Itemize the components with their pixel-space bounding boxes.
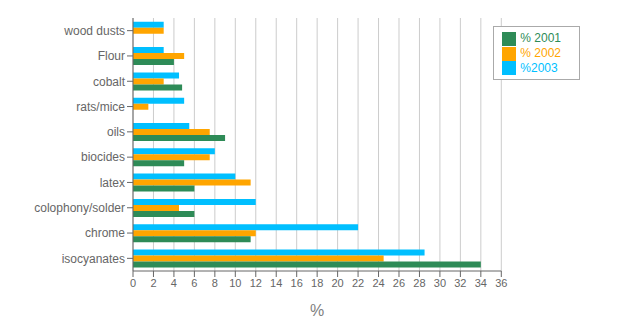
svg-text:36: 36	[495, 277, 507, 289]
svg-text:2: 2	[150, 277, 156, 289]
svg-text:14: 14	[270, 277, 282, 289]
svg-text:wood dusts: wood dusts	[63, 24, 125, 38]
svg-text:isocyanates: isocyanates	[62, 252, 125, 266]
svg-text:18: 18	[311, 277, 323, 289]
svg-text:0: 0	[130, 277, 136, 289]
svg-text:%: %	[310, 302, 324, 319]
svg-text:8: 8	[212, 277, 218, 289]
html-text:%2003: %2003	[520, 60, 558, 75]
svg-text:34: 34	[475, 277, 487, 289]
svg-text:26: 26	[393, 277, 405, 289]
html-text:% 2001: % 2001	[520, 31, 561, 45]
svg-text:colophony/solder: colophony/solder	[34, 201, 125, 215]
svg-text:10: 10	[229, 277, 241, 289]
svg-text:22: 22	[352, 277, 364, 289]
svg-text:30: 30	[434, 277, 446, 289]
svg-text:cobalt: cobalt	[93, 75, 126, 89]
svg-text:rats/mice: rats/mice	[76, 100, 125, 114]
svg-text:20: 20	[331, 277, 343, 289]
svg-text:32: 32	[454, 277, 466, 289]
svg-text:latex: latex	[100, 176, 125, 190]
svg-text:chrome: chrome	[85, 226, 125, 240]
svg-text:oils: oils	[107, 125, 125, 139]
svg-text:Flour: Flour	[98, 49, 125, 63]
html-text:% 2002: % 2002	[520, 45, 561, 60]
svg-text:28: 28	[413, 277, 425, 289]
svg-text:6: 6	[191, 277, 197, 289]
svg-text:24: 24	[372, 277, 384, 289]
svg-text:biocides: biocides	[81, 150, 125, 164]
svg-text:4: 4	[171, 277, 177, 289]
svg-text:12: 12	[250, 277, 262, 289]
svg-text:16: 16	[291, 277, 303, 289]
